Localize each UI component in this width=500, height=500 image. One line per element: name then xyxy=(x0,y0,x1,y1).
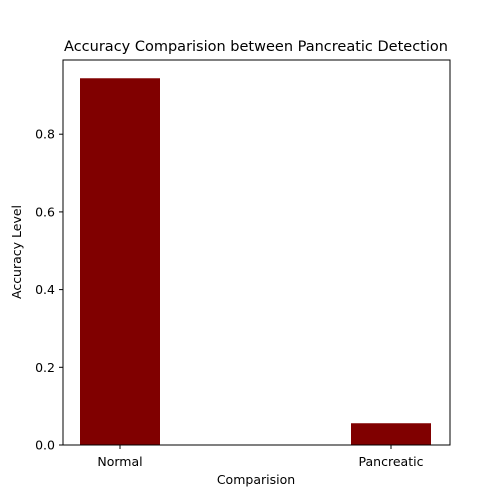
x-axis-label: Comparision xyxy=(217,472,295,487)
y-axis-ticks: 0.0 0.2 0.4 0.6 0.8 xyxy=(35,127,63,453)
y-tick-label: 0.2 xyxy=(35,360,55,375)
y-tick-label: 0.4 xyxy=(35,282,55,297)
chart-title: Accuracy Comparision between Pancreatic … xyxy=(64,39,448,55)
y-tick-label: 0.8 xyxy=(35,127,55,142)
x-tick-label-normal: Normal xyxy=(97,454,142,469)
plot-frame xyxy=(62,59,451,446)
bars xyxy=(80,78,431,445)
bar-normal xyxy=(80,78,160,445)
y-tick-label: 0.0 xyxy=(35,438,55,453)
x-tick-label-pancreatic: Pancreatic xyxy=(359,454,424,469)
bar-pancreatic xyxy=(351,423,431,445)
y-axis-label: Accuracy Level xyxy=(9,205,24,299)
x-axis-ticks: Normal Pancreatic xyxy=(97,445,424,469)
y-tick-label: 0.6 xyxy=(35,204,55,219)
